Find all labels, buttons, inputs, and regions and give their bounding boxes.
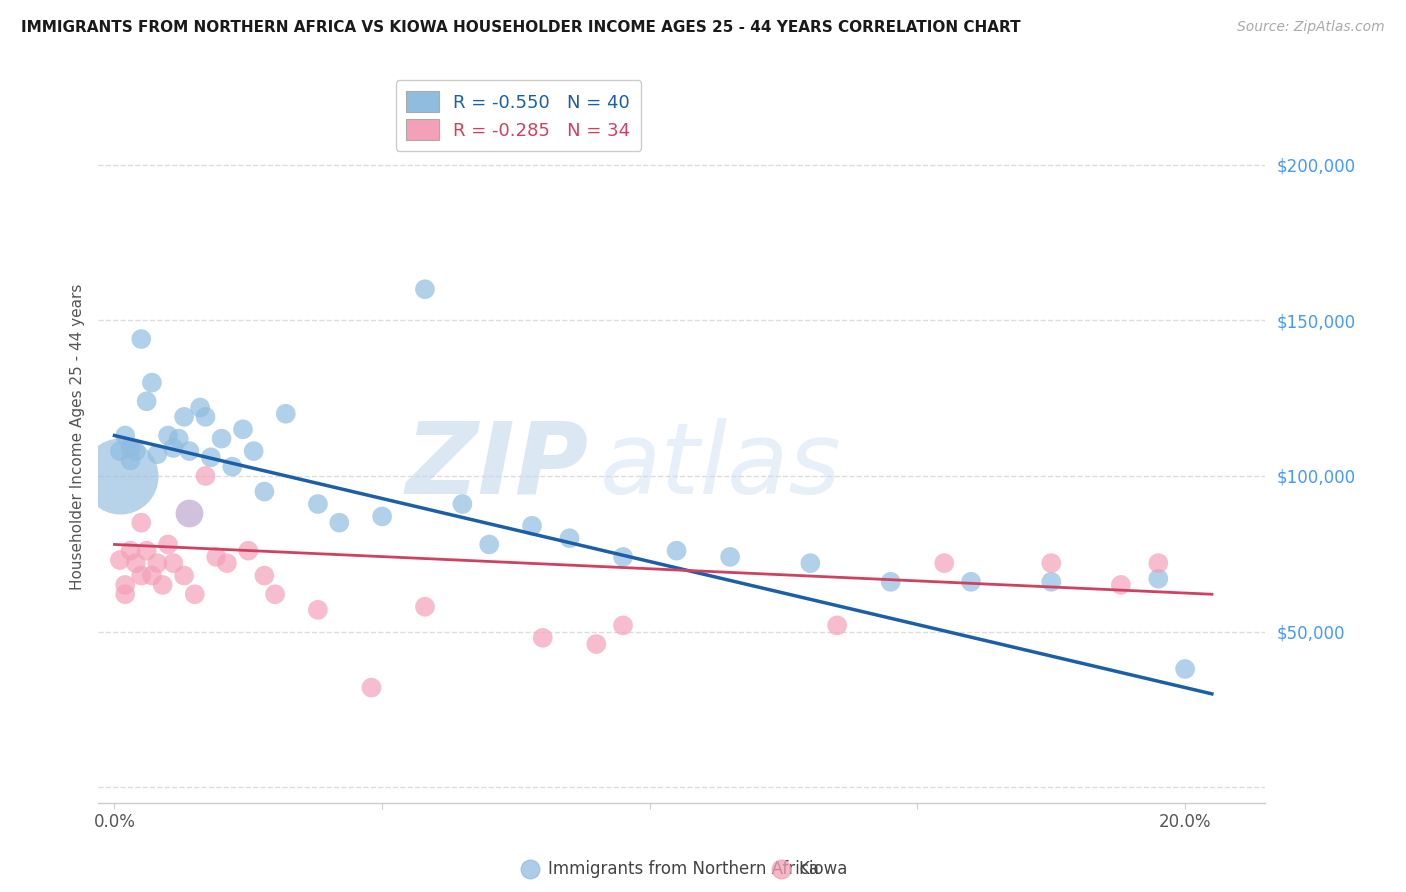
Point — [253, 484, 276, 499]
Point — [1109, 578, 1132, 592]
Point — [135, 394, 157, 409]
Point — [718, 549, 741, 564]
Point — [307, 603, 329, 617]
Point — [162, 441, 184, 455]
Point — [114, 428, 136, 442]
Point — [141, 568, 163, 582]
Point — [194, 469, 217, 483]
Point — [221, 459, 243, 474]
Point — [360, 681, 382, 695]
Text: Kiowa: Kiowa — [799, 860, 848, 878]
Point — [238, 543, 260, 558]
Point — [253, 568, 276, 582]
Point — [371, 509, 394, 524]
Point — [205, 549, 228, 564]
Point — [307, 497, 329, 511]
Point — [520, 518, 543, 533]
Point — [108, 444, 131, 458]
Text: atlas: atlas — [600, 417, 842, 515]
Y-axis label: Householder Income Ages 25 - 44 years: Householder Income Ages 25 - 44 years — [69, 284, 84, 591]
Point — [173, 409, 195, 424]
Point — [120, 453, 142, 467]
Point — [179, 444, 201, 458]
Point — [141, 376, 163, 390]
Point — [558, 531, 581, 545]
Point — [167, 432, 190, 446]
Point — [478, 537, 501, 551]
Point — [108, 553, 131, 567]
Point — [108, 469, 131, 483]
Point — [612, 549, 634, 564]
Point — [211, 432, 233, 446]
Point — [173, 568, 195, 582]
Point — [120, 543, 142, 558]
Point — [215, 556, 238, 570]
Point — [184, 587, 207, 601]
Point — [1147, 556, 1170, 570]
Point — [1040, 556, 1063, 570]
Point — [129, 516, 152, 530]
Point — [114, 587, 136, 601]
Point — [179, 506, 201, 520]
Point — [188, 401, 211, 415]
Point — [825, 618, 848, 632]
Point — [1147, 572, 1170, 586]
Point — [451, 497, 474, 511]
Point — [274, 407, 297, 421]
Point — [879, 574, 901, 589]
Text: ZIP: ZIP — [405, 417, 589, 515]
Point — [156, 537, 179, 551]
Point — [1174, 662, 1197, 676]
Text: IMMIGRANTS FROM NORTHERN AFRICA VS KIOWA HOUSEHOLDER INCOME AGES 25 - 44 YEARS C: IMMIGRANTS FROM NORTHERN AFRICA VS KIOWA… — [21, 20, 1021, 35]
Point — [125, 556, 148, 570]
Legend: R = -0.550   N = 40, R = -0.285   N = 34: R = -0.550 N = 40, R = -0.285 N = 34 — [395, 80, 641, 151]
Point — [665, 543, 688, 558]
Point — [146, 556, 169, 570]
Text: Immigrants from Northern Africa: Immigrants from Northern Africa — [548, 860, 818, 878]
Point — [120, 441, 142, 455]
Point — [194, 409, 217, 424]
Point — [156, 428, 179, 442]
Text: Source: ZipAtlas.com: Source: ZipAtlas.com — [1237, 20, 1385, 34]
Point — [1040, 574, 1063, 589]
Point — [934, 556, 956, 570]
Point — [129, 568, 152, 582]
Point — [152, 578, 174, 592]
Point — [135, 543, 157, 558]
Point — [114, 578, 136, 592]
Point — [413, 599, 436, 614]
Point — [960, 574, 983, 589]
Point — [146, 447, 169, 461]
Point — [328, 516, 350, 530]
Point — [799, 556, 821, 570]
Point — [242, 444, 264, 458]
Point — [264, 587, 287, 601]
Point — [531, 631, 554, 645]
Point — [162, 556, 184, 570]
Point — [612, 618, 634, 632]
Point — [413, 282, 436, 296]
Point — [125, 444, 148, 458]
Point — [232, 422, 254, 436]
Point — [200, 450, 222, 465]
Point — [129, 332, 152, 346]
Point — [585, 637, 607, 651]
